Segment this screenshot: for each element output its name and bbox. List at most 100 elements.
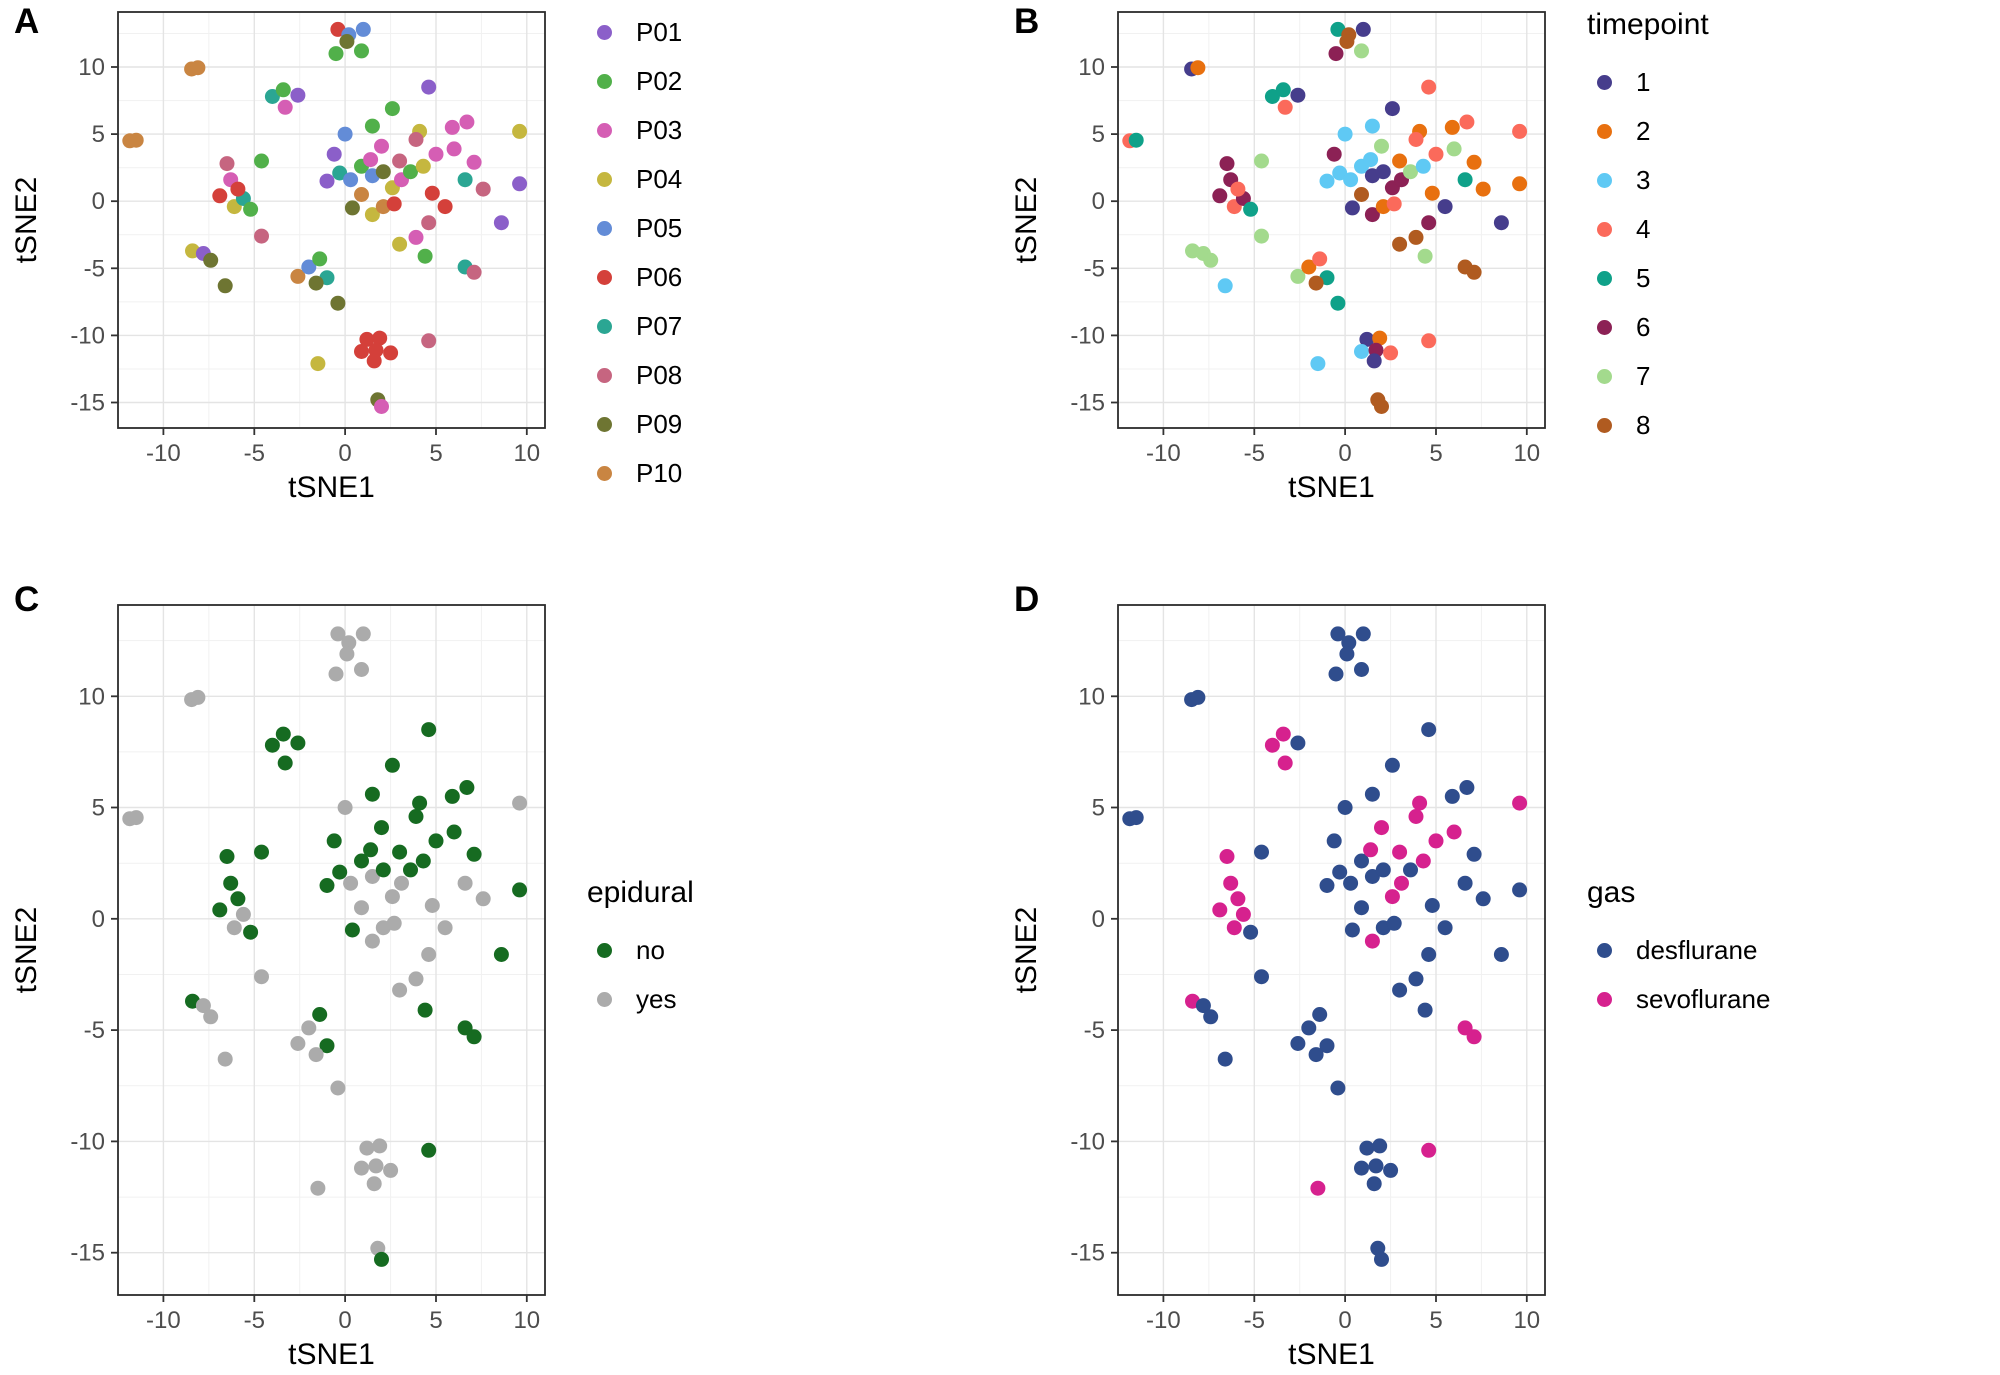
x-tick-label: 5 [429,1307,442,1334]
data-point [1384,889,1400,905]
legend-label: 2 [1636,116,1651,146]
data-point [1319,878,1335,893]
data-point [421,947,437,962]
panel-border [117,11,546,429]
data-point [1310,1180,1326,1196]
data-point [1364,933,1380,949]
data-point [1386,915,1402,931]
legend-dot-icon [1597,418,1612,433]
legend-item: P08 [585,351,682,400]
legend-label: P05 [636,213,683,243]
data-point [1446,824,1462,840]
data-point [1417,248,1433,264]
data-point [392,236,408,252]
data-point [408,809,424,824]
legend-label: P03 [636,115,683,145]
data-point [355,21,371,37]
data-point [1254,153,1269,169]
data-point [1290,268,1306,284]
data-point [344,922,360,938]
legend-item: P04 [585,155,682,204]
data-point [1363,842,1379,858]
data-point [493,215,509,231]
data-point [1343,172,1359,188]
data-point [1277,99,1293,115]
data-point [403,164,418,180]
data-point [1290,1036,1306,1051]
legend-item: P01 [585,8,682,57]
data-point [1254,969,1269,985]
data-point [1444,788,1460,804]
y-tick-label: 10 [1078,54,1105,81]
y-tick-label: 0 [92,188,105,215]
data-point [1444,119,1460,135]
scatter-svg: -10 -5 0 5 10 -15 -10 -5 0 5 10 tSNE1 tSNE2 [1010,604,1546,1371]
data-point [1383,345,1399,361]
data-point [332,165,348,181]
legend-label: no [636,935,665,965]
data-point [1374,138,1389,154]
data-point [223,875,239,891]
data-point [1374,820,1389,836]
data-point [1128,810,1144,826]
x-tick-label: -10 [1146,440,1181,467]
legend-item: P02 [585,57,682,106]
data-point [332,864,348,880]
data-point [1308,1047,1324,1063]
data-point [230,891,246,907]
data-point [359,1140,375,1156]
data-point [403,862,418,878]
data-point [1403,862,1418,878]
legend-label: P09 [636,409,683,439]
data-point [337,800,353,815]
data-point [301,259,317,275]
data-point [1417,1002,1433,1018]
data-point [1330,295,1346,311]
data-point [384,889,400,905]
data-point [446,824,462,840]
legend-dot-icon [1597,992,1612,1007]
data-point [1344,200,1360,216]
data-point [1330,626,1346,642]
data-point [459,780,475,795]
data-point [1363,152,1379,168]
data-point [1459,114,1475,130]
data-point [374,399,389,414]
legend-dot-icon [1597,75,1612,90]
data-point [421,1142,437,1158]
data-point [364,207,380,223]
data-point [1412,795,1428,811]
legend-title: epidural [587,876,694,909]
x-tick-label: 10 [1513,1307,1540,1334]
data-point [359,331,375,347]
data-point [308,275,324,291]
data-point [1354,187,1369,202]
legend-dot-icon [597,221,612,236]
data-point [512,176,528,192]
data-point [466,1029,482,1045]
data-point [1457,875,1473,891]
legend-dot-icon [597,466,612,481]
x-tick-label: -5 [244,1307,265,1334]
data-point [1421,947,1437,962]
y-tick-label: -5 [1084,1017,1105,1044]
data-point [1392,236,1408,252]
data-point [1326,146,1342,162]
data-point [1421,1142,1437,1158]
legend-dot-icon [597,270,612,285]
panel-D: D -10 -5 0 5 10 -15 -10 -5 0 5 10 tSNE1 tSNE2 gas des… [1000,560,2000,1375]
data-point [1339,646,1355,662]
data-point [437,920,453,936]
y-axis-label: tSNE2 [1010,177,1043,264]
data-point [277,755,293,771]
legend-item: 4 [1585,205,1709,254]
legend-label: 3 [1636,165,1651,195]
legend-item: no [585,926,694,975]
data-point [1437,920,1453,936]
data-point [412,795,428,811]
data-point [217,1051,233,1067]
x-axis-label: tSNE1 [1288,471,1375,504]
data-point [339,646,355,662]
data-point [1275,726,1291,742]
data-point [1374,1251,1389,1267]
